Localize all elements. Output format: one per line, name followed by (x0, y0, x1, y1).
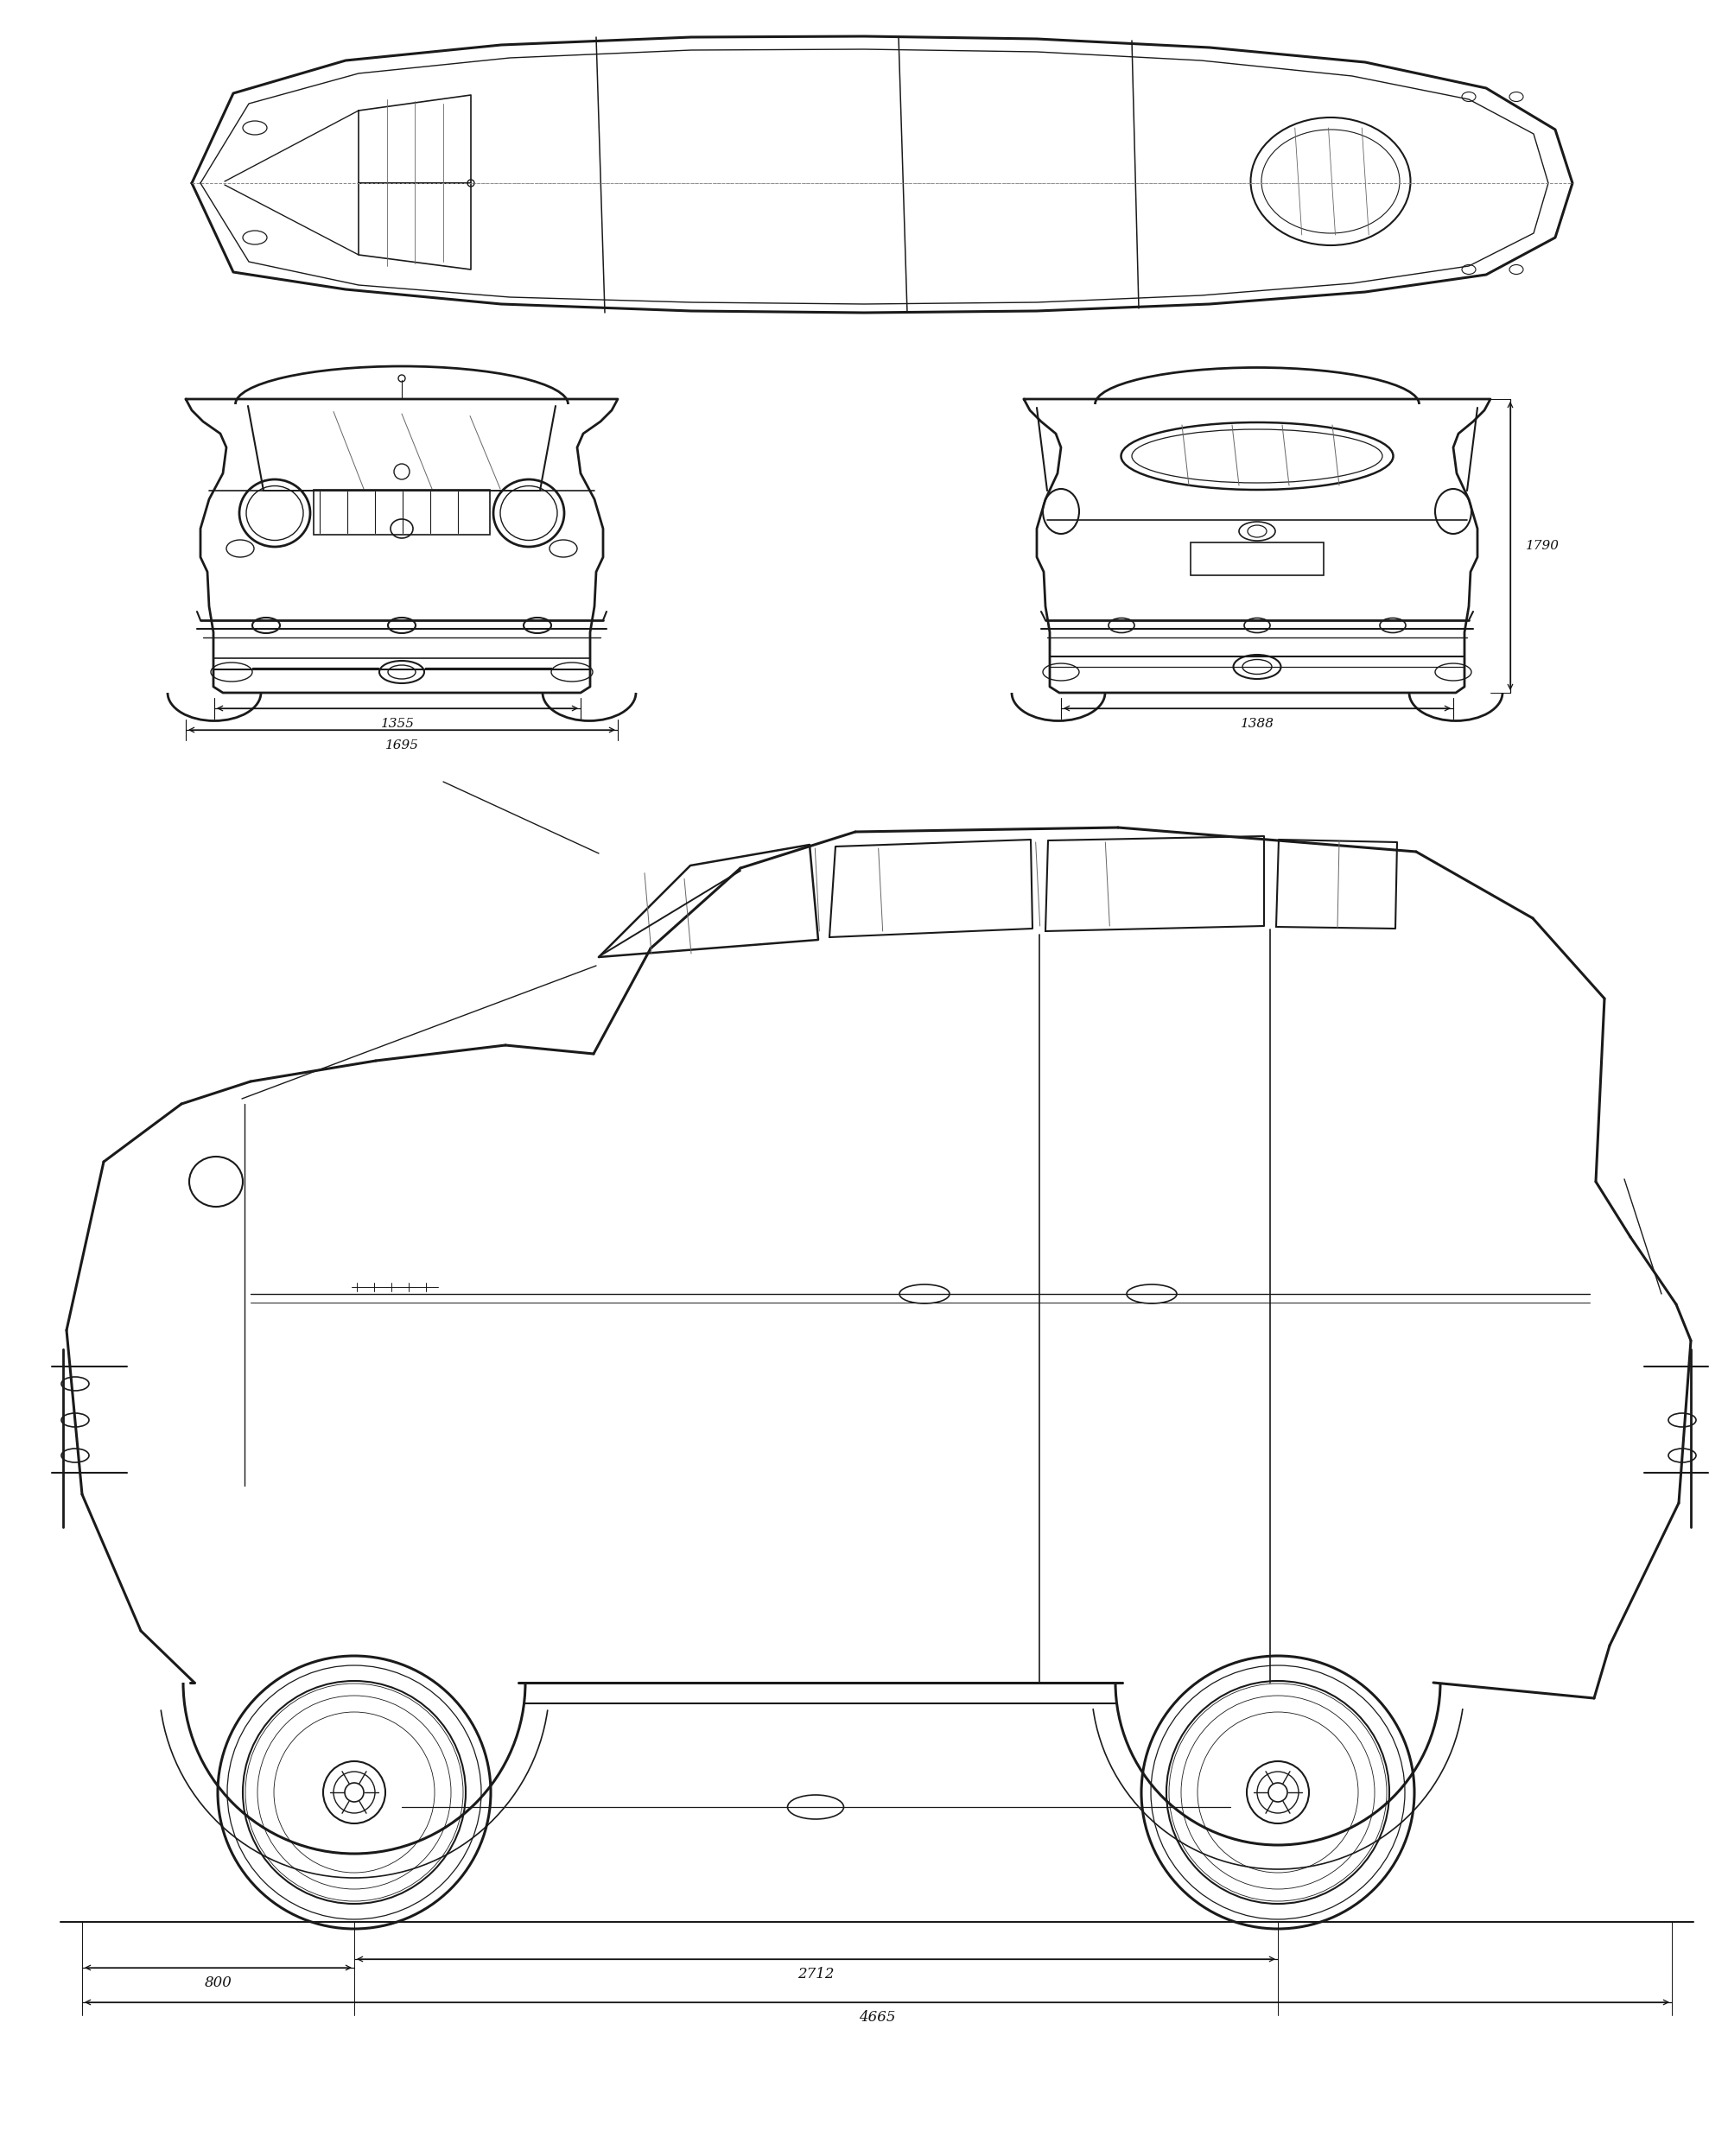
Text: 800: 800 (204, 1975, 232, 1990)
Bar (1191, 543, 1324, 576)
Text: 1355: 1355 (380, 718, 415, 731)
Bar (314, 489, 491, 535)
Text: 4665: 4665 (859, 2009, 895, 2024)
Text: 1695: 1695 (385, 740, 418, 752)
Text: 1790: 1790 (1526, 539, 1559, 552)
Text: 2712: 2712 (798, 1966, 835, 1981)
Text: 1388: 1388 (1241, 718, 1274, 731)
